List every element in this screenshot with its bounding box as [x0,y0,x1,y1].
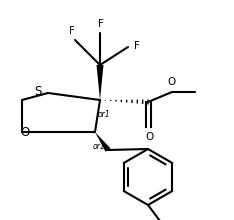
Text: F: F [134,41,140,51]
Text: or1: or1 [93,142,106,151]
Text: O: O [145,132,153,142]
Text: O: O [21,125,30,139]
Text: S: S [35,84,42,97]
Text: F: F [69,26,75,36]
Polygon shape [95,132,110,152]
Text: O: O [167,77,175,87]
Text: F: F [98,19,104,29]
Text: or1: or1 [98,110,111,119]
Polygon shape [96,65,103,100]
